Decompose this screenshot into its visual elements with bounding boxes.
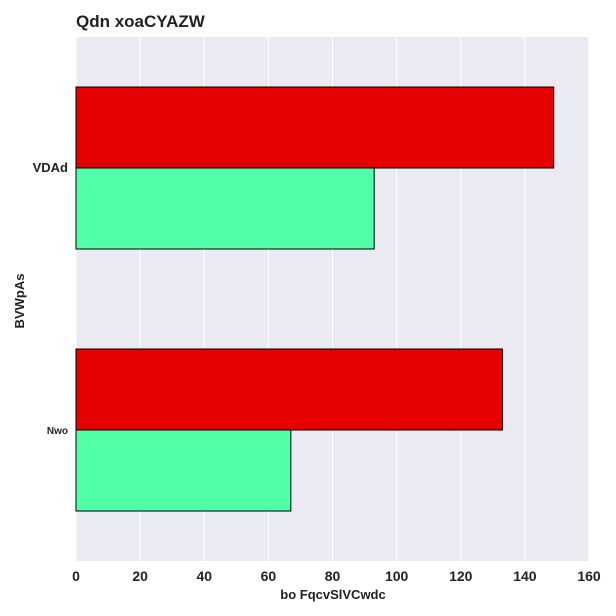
bar [75,348,503,431]
x-tick-label: 160 [577,568,601,584]
x-tick-label: 80 [325,568,341,584]
bars [75,86,555,512]
chart-title: Qdn xoaCYAZW [76,12,206,31]
y-tick-labels: VDAd Nwo [33,160,68,437]
x-tick-labels: 0 20 40 60 80 100 120 140 160 [72,568,601,584]
y-tick-label: Nwo [47,426,68,437]
x-tick-label: 0 [72,568,80,584]
x-tick-label: 120 [449,568,473,584]
x-tick-label: 40 [196,568,212,584]
y-axis-title: BVWpAs [12,274,27,329]
x-tick-label: 100 [385,568,409,584]
bar [75,167,375,250]
x-axis-title: bo FqcvSlVCwdc [280,587,385,602]
bar [75,86,555,169]
y-tick-label: VDAd [33,160,68,175]
x-tick-label: 60 [261,568,277,584]
x-tick-label: 20 [132,568,148,584]
x-tick-label: 140 [513,568,537,584]
bar [75,429,292,512]
